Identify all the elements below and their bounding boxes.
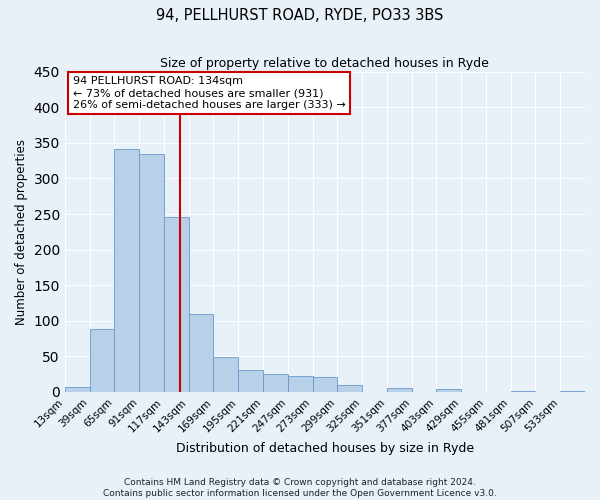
Bar bbox=[436, 389, 461, 392]
Bar bbox=[313, 377, 337, 392]
Bar bbox=[115, 148, 139, 392]
Bar bbox=[188, 314, 214, 392]
Bar bbox=[387, 388, 412, 392]
Bar bbox=[337, 385, 362, 392]
Bar bbox=[139, 154, 164, 392]
Bar bbox=[560, 390, 585, 392]
X-axis label: Distribution of detached houses by size in Ryde: Distribution of detached houses by size … bbox=[176, 442, 474, 455]
Bar bbox=[288, 376, 313, 392]
Bar bbox=[214, 357, 238, 392]
Text: 94 PELLHURST ROAD: 134sqm
← 73% of detached houses are smaller (931)
26% of semi: 94 PELLHURST ROAD: 134sqm ← 73% of detac… bbox=[73, 76, 346, 110]
Bar bbox=[89, 330, 115, 392]
Bar bbox=[511, 390, 535, 392]
Bar bbox=[263, 374, 288, 392]
Bar bbox=[65, 387, 89, 392]
Title: Size of property relative to detached houses in Ryde: Size of property relative to detached ho… bbox=[160, 58, 490, 70]
Y-axis label: Number of detached properties: Number of detached properties bbox=[15, 139, 28, 325]
Text: Contains HM Land Registry data © Crown copyright and database right 2024.
Contai: Contains HM Land Registry data © Crown c… bbox=[103, 478, 497, 498]
Bar bbox=[164, 217, 188, 392]
Bar bbox=[238, 370, 263, 392]
Text: 94, PELLHURST ROAD, RYDE, PO33 3BS: 94, PELLHURST ROAD, RYDE, PO33 3BS bbox=[157, 8, 443, 22]
